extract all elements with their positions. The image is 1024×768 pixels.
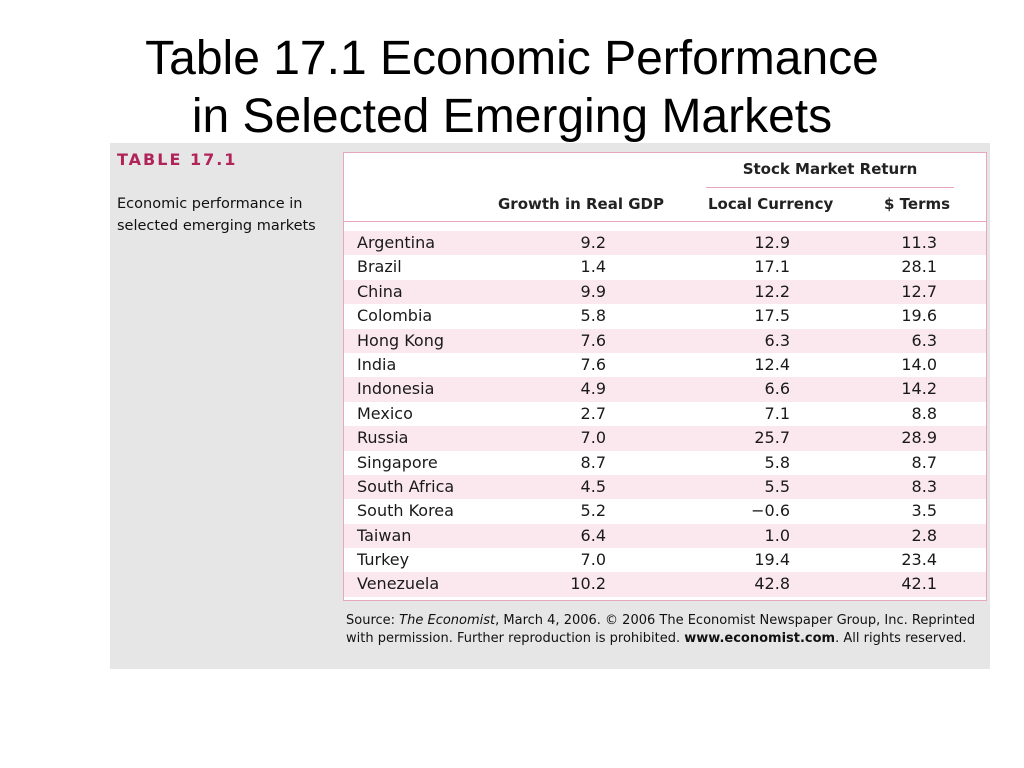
dollar-terms-cell: 14.2	[901, 379, 937, 399]
gdp-cell: 9.9	[580, 281, 606, 301]
dollar-terms-cell: 3.5	[911, 501, 937, 521]
dollar-terms-cell: 42.1	[901, 574, 937, 594]
local-currency-cell: 1.0	[764, 525, 790, 545]
country-cell: Singapore	[357, 452, 438, 472]
slide-title: Table 17.1 Economic Performance in Selec…	[0, 30, 1024, 146]
dollar-terms-cell: 23.4	[901, 550, 937, 570]
gdp-cell: 7.0	[580, 428, 606, 448]
dollar-terms-cell: 19.6	[901, 306, 937, 326]
gdp-cell: 5.8	[580, 306, 606, 326]
table-row: Singapore 8.7 5.8 8.7	[344, 451, 986, 475]
table-row: Argentina 9.2 12.9 11.3	[344, 231, 986, 256]
dollar-terms-cell: 6.3	[911, 330, 937, 350]
source-suffix: . All rights reserved.	[835, 631, 967, 646]
dollar-terms-cell: 8.3	[911, 476, 937, 496]
source-publication: The Economist	[399, 613, 496, 628]
local-currency-cell: 12.2	[754, 281, 790, 301]
local-currency-cell: 42.8	[754, 574, 790, 594]
gdp-cell: 5.2	[580, 501, 606, 521]
dollar-terms-cell: 2.8	[911, 525, 937, 545]
gdp-cell: 4.5	[580, 476, 606, 496]
gdp-cell: 7.6	[580, 354, 606, 374]
local-currency-cell: 5.8	[764, 452, 790, 472]
table-row: Russia 7.0 25.7 28.9	[344, 426, 986, 451]
table-figure: TABLE 17.1 Economic performance in selec…	[110, 143, 990, 669]
dollar-terms-cell: 12.7	[901, 281, 937, 301]
stock-market-return-header: Stock Market Return	[742, 160, 918, 178]
table-row: Mexico 2.7 7.1 8.8	[344, 402, 986, 426]
local-currency-cell: 6.6	[764, 379, 790, 399]
dollar-terms-cell: 14.0	[901, 354, 937, 374]
gdp-cell: 1.4	[580, 257, 606, 277]
table-row: India 7.6 12.4 14.0	[344, 353, 986, 377]
gdp-cell: 4.9	[580, 379, 606, 399]
country-cell: Russia	[357, 428, 409, 448]
local-currency-cell: 19.4	[754, 550, 790, 570]
dollar-terms-cell: 8.7	[911, 452, 937, 472]
local-currency-cell: 5.5	[764, 476, 790, 496]
country-cell: South Korea	[357, 501, 454, 521]
table-row: Colombia 5.8 17.5 19.6	[344, 304, 986, 328]
local-currency-cell: −0.6	[751, 501, 790, 521]
column-header-local-currency: Local Currency	[708, 195, 834, 213]
gdp-cell: 6.4	[580, 525, 606, 545]
source-note: Source: The Economist, March 4, 2006. © …	[346, 612, 976, 648]
country-cell: Indonesia	[357, 379, 435, 399]
dollar-terms-cell: 28.9	[901, 428, 937, 448]
country-cell: Hong Kong	[357, 330, 444, 350]
table-row: Venezuela 10.2 42.8 42.1	[344, 572, 986, 597]
country-cell: Brazil	[357, 257, 402, 277]
column-header-dollar-terms: $ Terms	[884, 195, 951, 213]
gdp-cell: 9.2	[580, 233, 606, 252]
caption-panel: TABLE 17.1 Economic performance in selec…	[110, 143, 342, 669]
table-row: Hong Kong 7.6 6.3 6.3	[344, 328, 986, 353]
country-cell: China	[357, 281, 403, 301]
dollar-terms-cell: 28.1	[901, 257, 937, 277]
gdp-cell: 7.0	[580, 550, 606, 570]
gdp-cell: 10.2	[570, 574, 606, 594]
gdp-cell: 8.7	[580, 452, 606, 472]
table-row: Indonesia 4.9 6.6 14.2	[344, 377, 986, 402]
table-caption: Economic performance in selected emergin…	[117, 196, 316, 234]
local-currency-cell: 7.1	[764, 403, 790, 423]
local-currency-cell: 17.1	[754, 257, 790, 277]
local-currency-cell: 12.9	[754, 233, 790, 252]
slide-title-line-2: in Selected Emerging Markets	[191, 90, 833, 143]
table-row: Taiwan 6.4 1.0 2.8	[344, 523, 986, 549]
local-currency-cell: 17.5	[754, 306, 790, 326]
country-cell: Mexico	[357, 403, 413, 423]
country-cell: Venezuela	[357, 574, 440, 594]
country-cell: South Africa	[357, 476, 455, 496]
table-body: Argentina 9.2 12.9 11.3 Brazil 1.4 17.1 …	[344, 231, 986, 597]
local-currency-cell: 25.7	[754, 428, 790, 448]
local-currency-cell: 6.3	[764, 330, 790, 350]
gdp-cell: 2.7	[580, 403, 606, 423]
group-header-rule	[706, 187, 954, 188]
country-cell: Colombia	[357, 306, 433, 326]
data-table: Stock Market Return Growth in Real GDP L…	[343, 152, 987, 601]
table-row: South Africa 4.5 5.5 8.3	[344, 474, 986, 500]
gdp-cell: 7.6	[580, 330, 606, 350]
country-cell: Taiwan	[357, 525, 412, 545]
table-header: Stock Market Return Growth in Real GDP L…	[344, 153, 986, 222]
table-row: Brazil 1.4 17.1 28.1	[344, 255, 986, 279]
table-row: South Korea 5.2 −0.6 3.5	[344, 499, 986, 523]
local-currency-cell: 12.4	[754, 354, 790, 374]
country-cell: India	[357, 354, 397, 374]
table-row: Turkey 7.0 19.4 23.4	[344, 548, 986, 572]
source-prefix: Source:	[346, 613, 400, 628]
slide-title-line-1: Table 17.1 Economic Performance	[145, 32, 879, 85]
column-header-gdp: Growth in Real GDP	[498, 195, 664, 213]
country-cell: Turkey	[357, 550, 410, 570]
table-row: China 9.9 12.2 12.7	[344, 279, 986, 305]
source-middle: , March 4, 2006. © 2006 The Economist Ne…	[346, 613, 976, 646]
table-label: TABLE 17.1	[117, 150, 238, 169]
source-url: www.economist.com	[684, 631, 836, 646]
dollar-terms-cell: 11.3	[901, 233, 937, 252]
country-cell: Argentina	[357, 233, 436, 252]
dollar-terms-cell: 8.8	[911, 403, 937, 423]
